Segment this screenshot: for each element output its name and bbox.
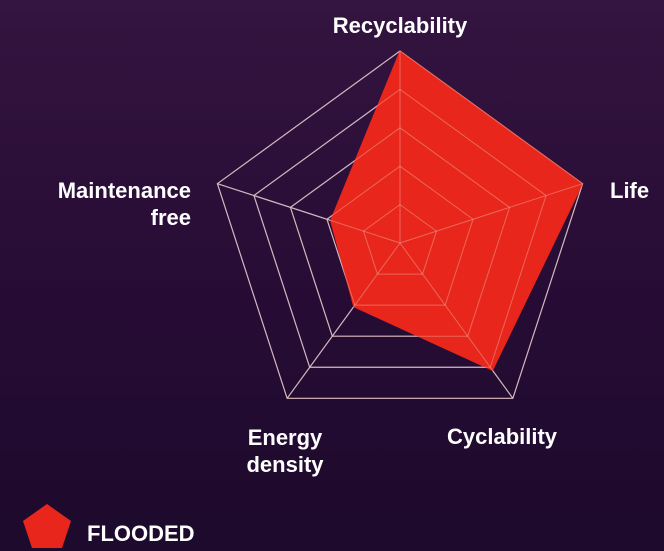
axis-label-maintenance-free: Maintenance free <box>58 177 191 231</box>
axis-label-life: Life <box>610 177 649 204</box>
data-point-0-0 <box>399 50 401 52</box>
axis-label-life-line-1: Life <box>610 178 650 203</box>
inner-grid-ring-1 <box>362 203 438 275</box>
axis-label-maintenance-free-line-2: free <box>150 205 191 230</box>
inner-grid-spoke-3 <box>286 242 401 399</box>
inner-grid-ring-5 <box>216 50 584 399</box>
data-point-0-1 <box>582 183 584 185</box>
axis-label-recyclability-line-1: Recyclability <box>332 13 468 38</box>
axis-label-energy-density-line-1: Energy <box>247 425 323 450</box>
inner-grid-ring-4 <box>253 88 547 368</box>
axis-label-energy-density: Energy density <box>170 424 400 478</box>
axis-label-recyclability: Recyclability <box>250 12 550 39</box>
legend-swatch-shape <box>23 504 71 548</box>
axis-label-energy-density-line-2: density <box>246 452 324 477</box>
inner-grid-spoke-4 <box>217 183 401 244</box>
legend-label-flooded: FLOODED <box>87 521 195 546</box>
axis-label-maintenance-free-line-1: Maintenance <box>57 178 191 203</box>
series-area-0 <box>330 50 584 372</box>
legend-pentagon-icon <box>23 504 71 548</box>
axis-label-cyclability: Cyclability <box>447 423 557 450</box>
radar-series-layer <box>330 50 584 372</box>
data-point-0-2 <box>492 369 494 371</box>
data-point-0-4 <box>330 219 332 221</box>
axis-label-cyclability-line-1: Cyclability <box>447 424 558 449</box>
inner-grid-ring-3 <box>289 127 511 337</box>
inner-grid-spoke-1 <box>399 183 583 244</box>
data-point-0-3 <box>353 306 355 308</box>
radar-inner-grid <box>216 50 584 399</box>
inner-grid-ring-2 <box>326 165 474 306</box>
inner-grid-spoke-2 <box>399 242 514 399</box>
